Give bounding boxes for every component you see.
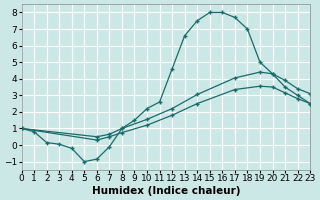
X-axis label: Humidex (Indice chaleur): Humidex (Indice chaleur)	[92, 186, 240, 196]
